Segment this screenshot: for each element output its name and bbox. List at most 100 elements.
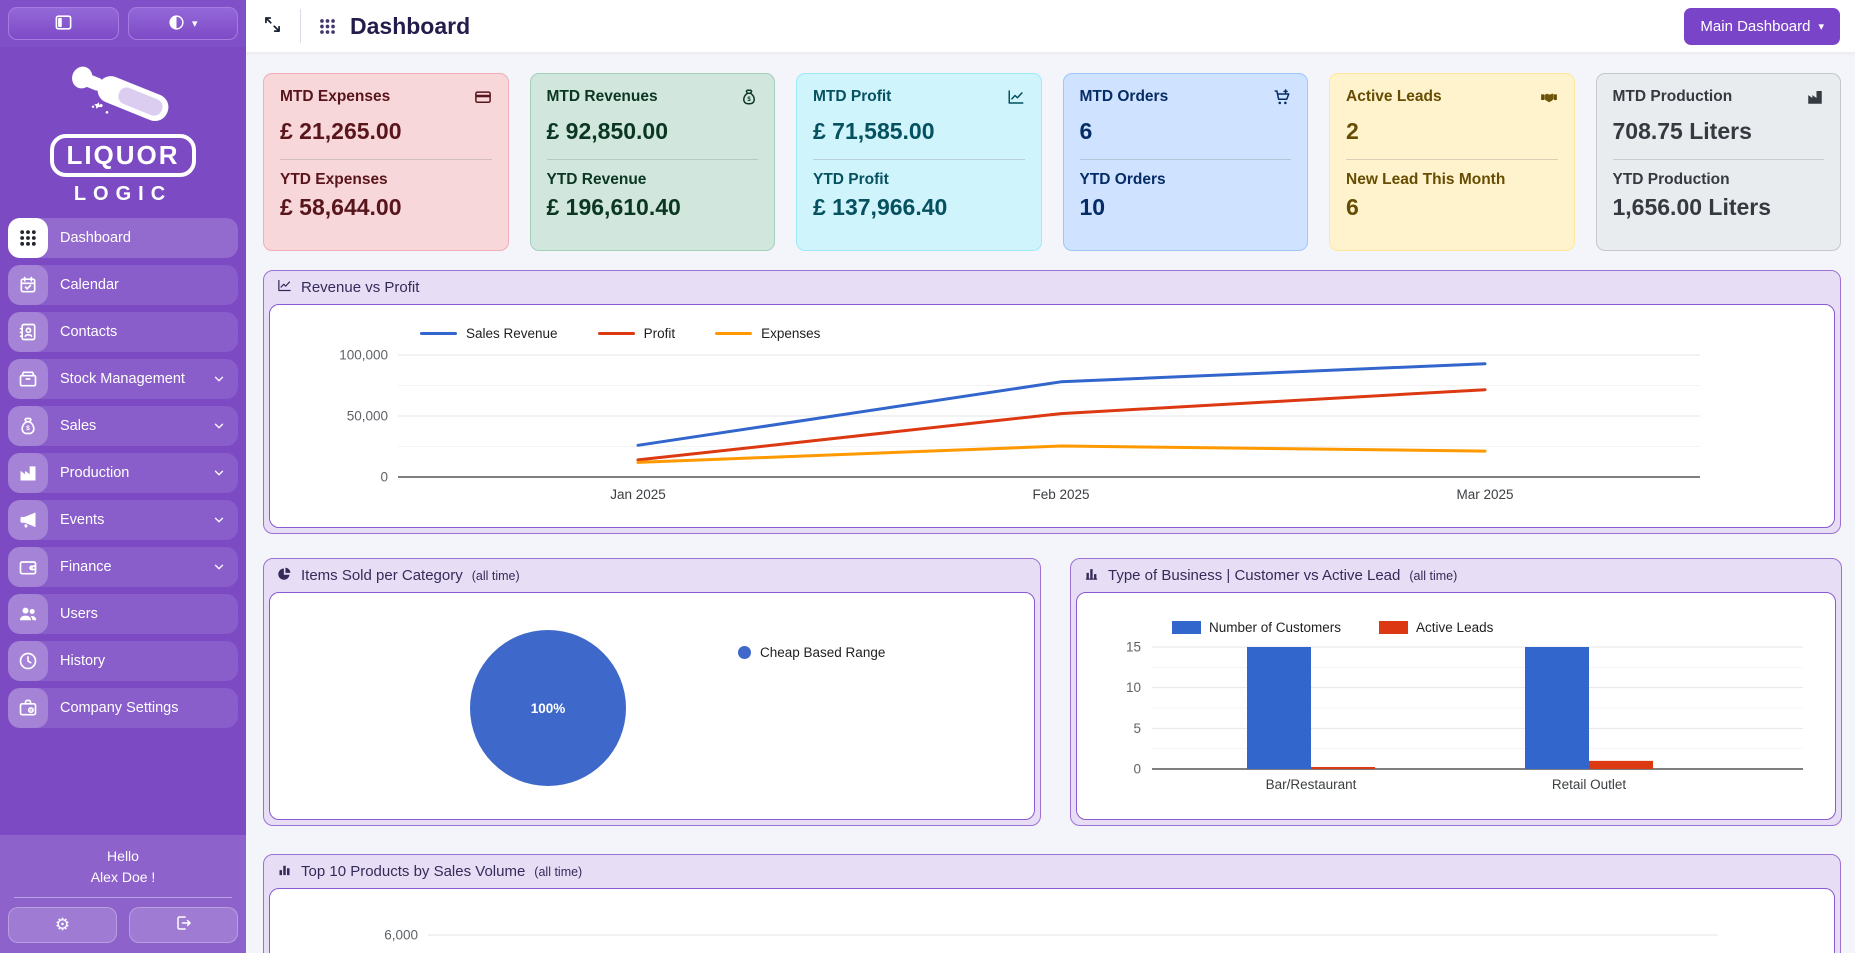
svg-text:0: 0 <box>380 470 388 485</box>
header-divider <box>300 9 301 43</box>
briefcase-gear-icon <box>19 699 37 716</box>
bar-chart-legend: Number of Customers Active Leads <box>1172 620 1493 635</box>
kpi-row: MTD Expenses £ 21,265.00 YTD Expenses £ 58,… <box>263 73 1841 251</box>
legend-item-expenses: Expenses <box>715 326 820 341</box>
sidebar-item-finance[interactable]: Finance <box>8 547 238 587</box>
sidebar-item-dashboard[interactable]: Dashboard <box>8 218 238 258</box>
svg-text:50,000: 50,000 <box>347 409 388 424</box>
legend-swatch <box>1379 621 1409 634</box>
kpi-secondary-label: New Lead This Month <box>1346 171 1506 188</box>
sidebar-item-users[interactable]: Users <box>8 594 238 634</box>
panel-header: Type of Business | Customer vs Active Le… <box>1071 559 1841 592</box>
greeting-text: Hello <box>107 848 139 864</box>
handshake-icon <box>1540 88 1558 111</box>
kpi-card-active-leads: Active Leads 2 New Lead This Month 6 <box>1329 73 1575 251</box>
sidebar-item-history[interactable]: History <box>8 641 238 681</box>
panel-header: Revenue vs Profit <box>264 271 1840 304</box>
half-circle-icon <box>168 14 185 34</box>
svg-text:Mar 2025: Mar 2025 <box>1456 487 1513 502</box>
money-bag-icon: $ <box>743 89 755 105</box>
svg-text:10: 10 <box>1126 680 1141 695</box>
svg-text:Jan 2025: Jan 2025 <box>610 487 666 502</box>
clock-icon <box>8 641 48 681</box>
svg-text:5: 5 <box>1133 721 1141 736</box>
kpi-secondary-label: YTD Orders <box>1079 171 1166 188</box>
legend-dot <box>738 646 751 659</box>
sidebar-toggle-icon <box>55 14 72 30</box>
bar-chart-area: Number of Customers Active Leads 0 5 10 15 Ba… <box>1076 592 1836 820</box>
sidebar-item-events[interactable]: Events <box>8 500 238 540</box>
calendar-icon <box>20 276 36 293</box>
dashboard-selector-button[interactable]: Main Dashboard ▾ <box>1684 7 1840 45</box>
pie-chart-area: 100% Cheap Based Range <box>269 592 1035 820</box>
fullscreen-button[interactable] <box>262 14 283 38</box>
settings-button[interactable]: ⚙ <box>8 907 117 943</box>
kpi-value: £ 21,265.00 <box>280 118 402 144</box>
sidebar-item-production[interactable]: Production <box>8 453 238 493</box>
panel-header: Items Sold per Category (all time) <box>264 559 1040 592</box>
chevron-down-icon <box>212 419 226 433</box>
business-type-chart: 0 5 10 15 Bar/Restaurant Retail Outlet <box>1126 640 1803 792</box>
line-chart-legend: Sales Revenue Profit Expenses <box>420 326 820 341</box>
app-logo: LIQUOR LOGIC <box>0 47 246 206</box>
grid-icon <box>20 230 36 246</box>
sidebar-nav: Dashboard Calendar Contacts Stock Managemen… <box>0 218 246 728</box>
sidebar-item-label: History <box>60 653 106 669</box>
sign-out-icon <box>176 915 191 930</box>
sidebar-item-calendar[interactable]: Calendar <box>8 265 238 305</box>
credit-card-icon <box>474 91 491 103</box>
clock-icon <box>19 652 37 670</box>
bar-chart-icon <box>1084 566 1099 585</box>
theme-toggle-button[interactable]: ▾ <box>127 7 238 40</box>
dashboard-selector-label: Main Dashboard <box>1700 17 1811 35</box>
chevron-down-icon <box>214 517 224 523</box>
pie-chart-icon <box>278 567 291 580</box>
box-icon <box>19 371 37 387</box>
kpi-secondary-label: YTD Production <box>1612 171 1730 188</box>
bar-chart-icon <box>1085 569 1098 580</box>
svg-text:15: 15 <box>1126 640 1141 655</box>
kpi-value: 6 <box>1079 118 1093 144</box>
legend-swatch <box>597 331 635 336</box>
kpi-card-mtd-expenses: MTD Expenses £ 21,265.00 YTD Expenses £ 58,… <box>263 73 509 251</box>
collapse-sidebar-button[interactable] <box>8 7 119 40</box>
legend-swatch <box>1172 621 1201 634</box>
half-circle-icon <box>169 14 184 30</box>
calendar-icon <box>8 265 48 305</box>
sidebar-item-company-settings[interactable]: Company Settings <box>8 688 238 728</box>
panel-business-type: Type of Business | Customer vs Active Le… <box>1070 558 1842 826</box>
factory-icon <box>1808 91 1822 104</box>
legend-label: Active Leads <box>1416 620 1494 635</box>
logout-button[interactable] <box>129 907 238 943</box>
legend-item-number-of-customers: Number of Customers <box>1172 620 1341 635</box>
handshake-icon <box>1540 93 1557 103</box>
main-content: MTD Expenses £ 21,265.00 YTD Expenses £ 58,… <box>246 53 1855 953</box>
kpi-card-mtd-profit: MTD Profit £ 71,585.00 YTD Profit £ 137,966… <box>796 73 1042 251</box>
sidebar-item-stock-management[interactable]: Stock Management <box>8 359 238 399</box>
chart-line-icon <box>1008 90 1023 104</box>
logo-line2: LOGIC <box>73 183 173 205</box>
column-chart-icon <box>277 862 292 881</box>
sidebar-top-buttons: ▾ <box>0 0 246 47</box>
money-bag-icon: $ <box>740 88 758 111</box>
legend-item-active-leads: Active Leads <box>1379 620 1493 635</box>
legend-item-sales-revenue: Sales Revenue <box>420 326 558 341</box>
expand-arrows-icon <box>262 14 283 38</box>
legend-swatch <box>715 331 753 336</box>
logo-line1: LIQUOR <box>50 134 196 177</box>
sidebar-item-contacts[interactable]: Contacts <box>8 312 238 352</box>
kpi-label: MTD Production <box>1612 88 1733 105</box>
users-icon <box>8 594 48 634</box>
factory-icon <box>8 453 48 493</box>
sidebar-item-label: Stock Management <box>60 371 185 387</box>
column-chart-icon <box>279 865 290 876</box>
grid-icon <box>320 18 335 34</box>
chevron-down-icon <box>212 560 226 574</box>
sidebar-item-sales[interactable]: $ Sales <box>8 406 238 446</box>
kpi-secondary-value: £ 196,610.40 <box>546 194 681 220</box>
address-book-icon <box>19 323 36 341</box>
page-title: Dashboard <box>350 12 471 39</box>
svg-text:Feb 2025: Feb 2025 <box>1032 487 1089 502</box>
kpi-label: Active Leads <box>1346 88 1442 105</box>
kpi-divider <box>1612 159 1824 160</box>
